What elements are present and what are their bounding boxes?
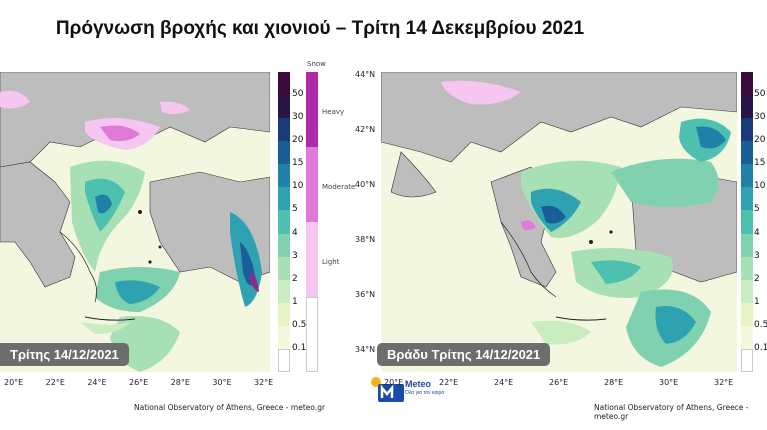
badge-right-date: Βράδυ Τρίτης 14/12/2021 (377, 343, 551, 366)
colorbar-level-label: 15 (292, 158, 304, 169)
colorbar-swatch (741, 187, 753, 211)
colorbar-level-label: 0.5 (292, 319, 307, 330)
colorbar-swatch (278, 348, 290, 372)
lat-tick-label: 40°N (355, 180, 376, 189)
colorbar-swatch (278, 95, 290, 119)
lon-tick-label: 28°E (604, 378, 624, 387)
lon-tick-label: 30°E (659, 378, 679, 387)
lon-tick-label: 24°E (494, 378, 514, 387)
lon-tick-label: 20°E (384, 378, 404, 387)
meteo-logo (371, 377, 404, 402)
credit-right: National Observatory of Athens, Greece -… (594, 403, 749, 421)
credit-left: National Observatory of Athens, Greece -… (134, 403, 326, 412)
colorbar-level-label: 4 (754, 227, 760, 238)
colorbar-level-label: 2 (292, 273, 298, 284)
colorbar-level-label: 20 (754, 135, 766, 146)
lat-tick-label: 36°N (355, 290, 376, 299)
lat-tick-label: 42°N (355, 125, 376, 134)
snow-light-swatch (306, 222, 318, 297)
colorbar-swatch (741, 256, 753, 280)
snow-moderate-swatch (306, 147, 318, 222)
logo-tagline: Όλα για τον καιρό (405, 390, 445, 396)
colorbar-swatch (278, 325, 290, 349)
colorbar-swatch (278, 279, 290, 303)
lon-tick-label: 32°E (714, 378, 734, 387)
colorbar-swatch (741, 141, 753, 165)
snow-label-heavy: Heavy (322, 108, 345, 116)
rain-colorbar-left (278, 72, 290, 372)
colorbar-level-label: 5 (292, 204, 298, 215)
lon-tick-label: 28°E (170, 378, 190, 387)
lon-tick-label: 26°E (549, 378, 569, 387)
colorbar-swatch (278, 256, 290, 280)
colorbar-level-label: 20 (292, 135, 304, 146)
colorbar-level-label: 30 (754, 112, 766, 123)
colorbar-level-label: 0.1 (754, 342, 767, 353)
colorbar-level-label: 10 (292, 181, 304, 192)
colorbar-level-label: 50 (292, 89, 304, 100)
snow-none-swatch (306, 297, 318, 372)
badge-left-date: Τρίτης 14/12/2021 (0, 343, 129, 366)
colorbar-swatch (741, 325, 753, 349)
rain-colorbar-right (741, 72, 753, 372)
colorbar-swatch (741, 118, 753, 142)
lat-tick-label: 34°N (355, 345, 376, 354)
snow-label-light: Light (322, 258, 340, 266)
logo-name: Meteo (405, 379, 432, 389)
lon-tick-label: 26°E (129, 378, 149, 387)
lon-tick-label: 20°E (4, 378, 24, 387)
colorbar-level-label: 50 (754, 89, 766, 100)
colorbar-level-label: 3 (754, 250, 760, 261)
colorbar-level-label: 2 (754, 273, 760, 284)
colorbar-swatch (741, 72, 753, 96)
snow-heavy-swatch (306, 72, 318, 147)
lat-tick-label: 44°N (355, 70, 376, 79)
snow-label-moderate: Moderate (322, 183, 356, 191)
colorbar-swatch (741, 95, 753, 119)
snow-colorbar (306, 72, 318, 372)
colorbar-swatch (278, 72, 290, 96)
colorbar-swatch (278, 118, 290, 142)
colorbar-swatch (741, 279, 753, 303)
page-title: Πρόγνωση βροχής και χιονιού – Τρίτη 14 Δ… (55, 18, 585, 39)
colorbar-level-label: 1 (292, 296, 298, 307)
lon-tick-label: 32°E (254, 378, 274, 387)
colorbar-level-label: 4 (292, 227, 298, 238)
colorbar-swatch (278, 187, 290, 211)
colorbar-level-label: 0.1 (292, 342, 307, 353)
colorbar-swatch (278, 233, 290, 257)
lon-tick-label: 22°E (45, 378, 65, 387)
colorbar-level-label: 10 (754, 181, 766, 192)
forecast-map-morning (0, 72, 270, 372)
lat-tick-label: 38°N (355, 235, 376, 244)
colorbar-swatch (278, 302, 290, 326)
colorbar-level-label: 1 (754, 296, 760, 307)
forecast-map-evening (381, 72, 737, 372)
colorbar-level-label: 30 (292, 112, 304, 123)
colorbar-swatch (741, 302, 753, 326)
lon-tick-label: 22°E (439, 378, 459, 387)
colorbar-swatch (741, 233, 753, 257)
colorbar-level-label: 0.5 (754, 319, 767, 330)
colorbar-swatch (741, 210, 753, 234)
colorbar-level-label: 15 (754, 158, 766, 169)
colorbar-swatch (278, 164, 290, 188)
colorbar-swatch (741, 348, 753, 372)
lon-tick-label: 30°E (212, 378, 232, 387)
snow-title: Snow (307, 60, 326, 68)
colorbar-level-label: 3 (292, 250, 298, 261)
colorbar-swatch (278, 141, 290, 165)
colorbar-level-label: 5 (754, 204, 760, 215)
colorbar-swatch (741, 164, 753, 188)
colorbar-swatch (278, 210, 290, 234)
lon-tick-label: 24°E (87, 378, 107, 387)
